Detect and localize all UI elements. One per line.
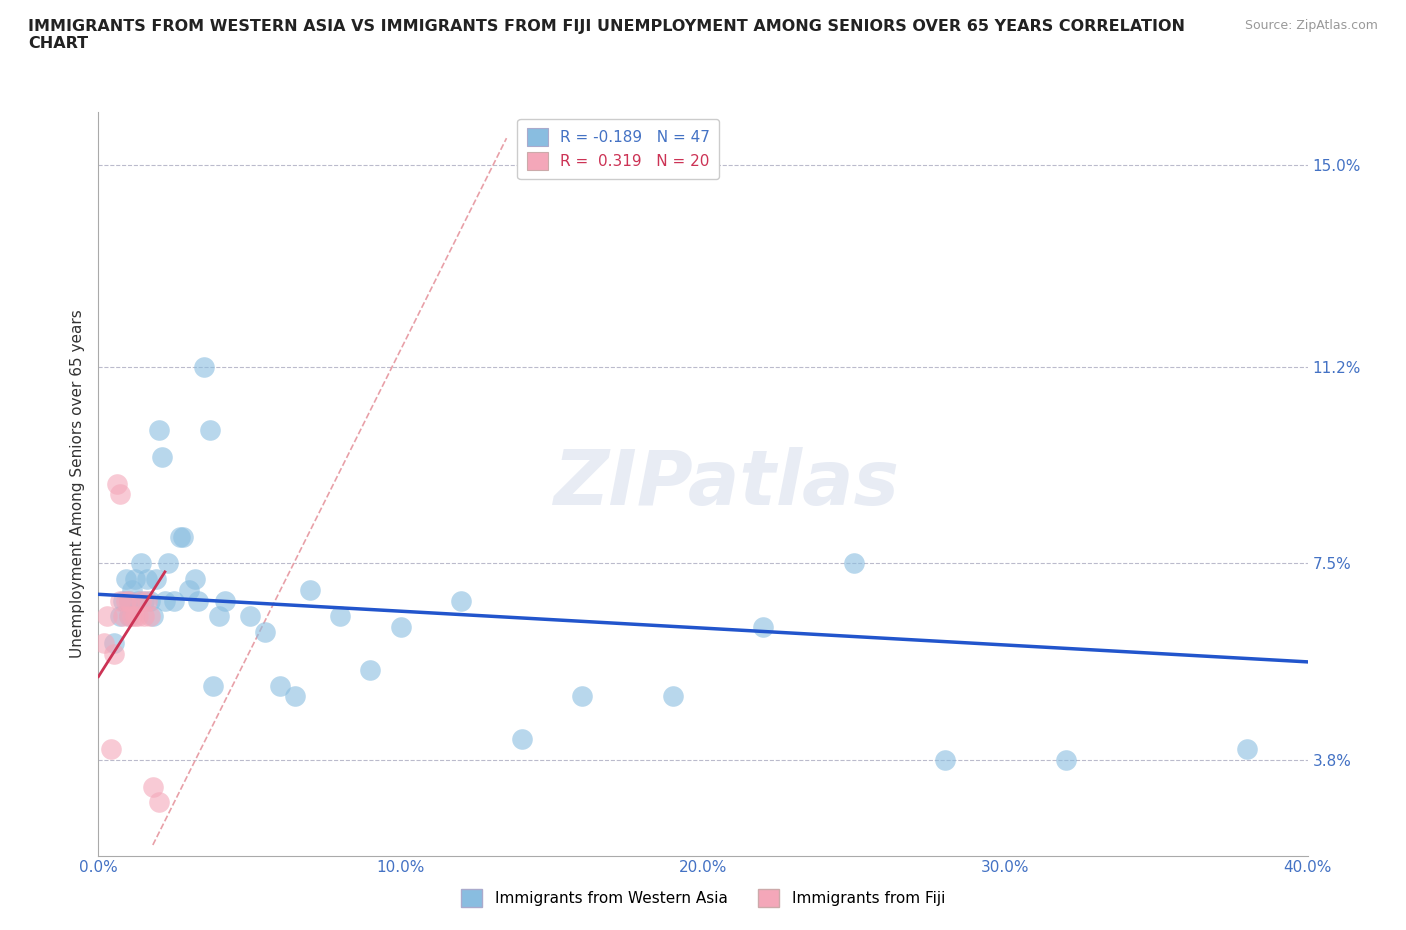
Point: [284, 689, 307, 704]
Point: [329, 609, 352, 624]
Point: [148, 423, 170, 438]
Point: [129, 556, 152, 571]
Point: [121, 582, 143, 597]
Point: [114, 572, 136, 587]
Point: [132, 593, 155, 608]
Point: [184, 572, 207, 587]
Point: [172, 529, 194, 544]
Y-axis label: Unemployment Among Seniors over 65 years: Unemployment Among Seniors over 65 years: [70, 309, 86, 658]
Point: [163, 593, 186, 608]
Point: [150, 449, 173, 464]
Point: [100, 742, 122, 757]
Point: [103, 646, 125, 661]
Point: [179, 582, 201, 597]
Point: [145, 572, 167, 587]
Point: [108, 609, 131, 624]
Point: [193, 359, 215, 374]
Point: [96, 609, 118, 624]
Point: [1236, 742, 1258, 757]
Point: [450, 593, 472, 608]
Point: [752, 619, 775, 634]
Point: [129, 593, 152, 608]
Point: [239, 609, 262, 624]
Point: [108, 593, 131, 608]
Point: [139, 593, 162, 608]
Point: [360, 662, 382, 677]
Legend: Immigrants from Western Asia, Immigrants from Fiji: Immigrants from Western Asia, Immigrants…: [456, 884, 950, 913]
Point: [169, 529, 191, 544]
Text: IMMIGRANTS FROM WESTERN ASIA VS IMMIGRANTS FROM FIJI UNEMPLOYMENT AMONG SENIORS : IMMIGRANTS FROM WESTERN ASIA VS IMMIGRAN…: [28, 19, 1185, 51]
Point: [139, 609, 162, 624]
Point: [202, 678, 225, 693]
Point: [132, 609, 155, 624]
Point: [661, 689, 683, 704]
Point: [934, 752, 956, 767]
Point: [118, 609, 141, 624]
Point: [111, 593, 134, 608]
Point: [93, 635, 115, 650]
Point: [118, 593, 141, 608]
Point: [127, 609, 149, 624]
Point: [124, 572, 146, 587]
Text: Source: ZipAtlas.com: Source: ZipAtlas.com: [1244, 19, 1378, 32]
Point: [135, 572, 157, 587]
Point: [208, 609, 231, 624]
Point: [571, 689, 593, 704]
Point: [253, 625, 276, 640]
Point: [269, 678, 291, 693]
Point: [135, 593, 157, 608]
Point: [121, 609, 143, 624]
Point: [111, 609, 134, 624]
Point: [142, 779, 165, 794]
Point: [844, 556, 866, 571]
Text: ZIPatlas: ZIPatlas: [554, 446, 900, 521]
Point: [114, 593, 136, 608]
Point: [214, 593, 236, 608]
Point: [108, 486, 131, 501]
Point: [389, 619, 412, 634]
Point: [200, 423, 222, 438]
Point: [105, 476, 128, 491]
Point: [118, 593, 141, 608]
Point: [299, 582, 322, 597]
Point: [124, 609, 146, 624]
Point: [103, 635, 125, 650]
Point: [153, 593, 176, 608]
Point: [187, 593, 209, 608]
Point: [156, 556, 179, 571]
Point: [1054, 752, 1077, 767]
Point: [148, 795, 170, 810]
Legend: R = -0.189   N = 47, R =  0.319   N = 20: R = -0.189 N = 47, R = 0.319 N = 20: [517, 119, 720, 179]
Point: [142, 609, 165, 624]
Point: [127, 593, 149, 608]
Point: [118, 609, 141, 624]
Point: [510, 731, 533, 746]
